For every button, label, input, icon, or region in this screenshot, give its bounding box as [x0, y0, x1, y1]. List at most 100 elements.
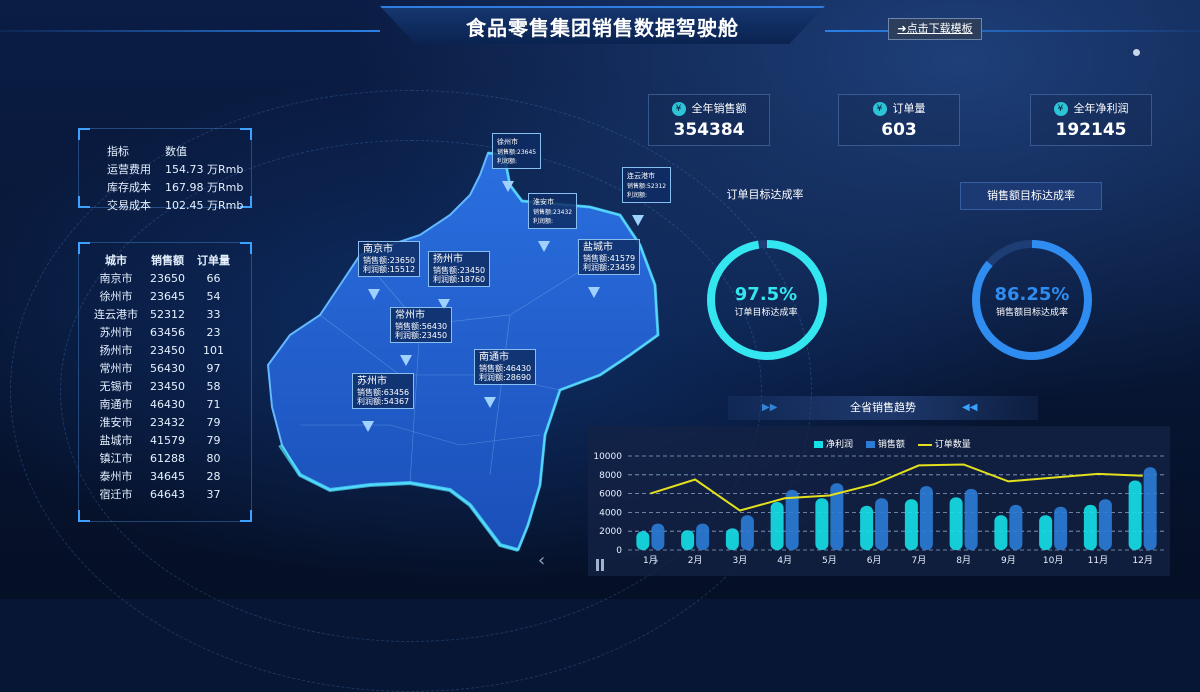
map-label: 连云港市 销售额:52312 利润额:: [622, 167, 672, 203]
orders-cell: 71: [206, 397, 221, 411]
city-cell: 镇江市: [99, 452, 133, 465]
pause-button[interactable]: [596, 556, 606, 571]
money-bag-icon: ¥: [1053, 102, 1068, 116]
city-cell: 扬州市: [99, 344, 133, 357]
table-row: 常州市 56430 97: [88, 359, 236, 377]
y-tick-label: 0: [616, 546, 622, 556]
bar-net-profit: [860, 505, 874, 550]
table-row: 扬州市 23450 101: [88, 341, 236, 359]
legend-swatch-sales: [865, 441, 875, 448]
bar-net-profit: [949, 497, 963, 550]
sales-cell: 64643: [150, 487, 185, 501]
sales-cell: 23650: [150, 271, 185, 285]
city-cell: 无锡市: [99, 380, 133, 393]
header: 食品零售集团销售数据驾驶舱 ➜点击下载模板: [0, 0, 1200, 56]
order-count-value: 603: [881, 120, 917, 140]
orders-cell: 79: [206, 415, 221, 429]
sales-column-header: 销售额: [151, 254, 184, 267]
city-cell: 徐州市: [99, 290, 133, 303]
table-row: 连云港市 52312 33: [88, 305, 236, 323]
city-cell: 泰州市: [99, 470, 133, 483]
location-icon: [1133, 49, 1140, 56]
sales-cell: 23450: [150, 379, 185, 393]
map-label: 苏州市 销售额:63456 利润额:54367: [352, 373, 415, 409]
sales-cell: 61288: [150, 451, 185, 465]
bar-net-profit: [1039, 515, 1053, 550]
map-pin-icon: [538, 241, 550, 252]
x-tick-label: 9月: [1001, 555, 1016, 566]
bar-net-profit: [681, 530, 695, 550]
bar-net-profit: [770, 502, 784, 550]
table-row: 苏州市 63456 23: [88, 323, 236, 341]
annual-sales-value: 354384: [673, 120, 745, 140]
sales-gauge-caption: 销售额目标达成率: [995, 308, 1068, 318]
city-cell: 常州市: [99, 362, 133, 375]
city-cell: 南通市: [99, 398, 133, 411]
orders-cell: 66: [206, 271, 221, 285]
orders-cell: 80: [206, 451, 221, 465]
value-header: 数值: [165, 145, 187, 158]
sales-gauge-percent: 86.25%: [994, 284, 1070, 305]
map-label: 常州市 销售额:56430 利润额:23450: [390, 307, 453, 343]
table-row: 南通市 46430 71: [88, 395, 236, 413]
city-cell: 盐城市: [99, 434, 133, 447]
legend-orders: 订单数量: [934, 440, 971, 450]
bar-sales: [875, 498, 889, 550]
x-tick-label: 1月: [643, 555, 658, 566]
sales-cell: 34645: [150, 469, 185, 483]
orders-cell: 58: [206, 379, 221, 393]
trend-chart: 0 2000 4000 6000 8000 10000 1月 2月 3月 4月 5月 6月 7月 8月 9月…: [593, 452, 1165, 566]
x-tick-label: 7月: [912, 555, 927, 566]
annual-profit-value: 192145: [1055, 120, 1127, 140]
table-row: 宿迁市 64643 37: [88, 485, 236, 503]
trend-title: 全省销售趋势: [728, 396, 1038, 420]
chevron-left-icon[interactable]: ‹: [538, 550, 546, 571]
order-gauge-percent: 97.5%: [734, 284, 798, 305]
table-row: 南京市 23650 66: [88, 269, 236, 287]
map-pin-icon: [632, 215, 644, 226]
table-row: 交易成本 102.45 万Rmb: [107, 199, 244, 212]
sales-cell: 41579: [150, 433, 185, 447]
table-row: 镇江市 61288 80: [88, 449, 236, 467]
city-sales-table: 城市 销售额 订单量 南京市 23650 66 徐州市 23645 54 连云港市 52312…: [88, 251, 236, 503]
map-pin-icon: [438, 299, 450, 310]
jiangsu-map[interactable]: 徐州市 销售额:23645 利润额: 连云港市 销售额:52312 利润额: 淮安市 销售额:…: [260, 133, 672, 565]
sales-cell: 56430: [150, 361, 185, 375]
bar-sales: [1009, 504, 1023, 550]
map-pin-icon: [484, 397, 496, 408]
x-tick-label: 6月: [867, 555, 882, 566]
indicators-table: 指标 数值 运营费用 154.73 万Rmb 库存成本 167.98 万Rmb 交易成…: [100, 142, 250, 214]
bar-net-profit: [1083, 504, 1097, 550]
y-tick-label: 2000: [599, 527, 622, 537]
x-tick-label: 3月: [733, 555, 748, 566]
bar-sales: [785, 489, 799, 550]
map-pin-icon: [588, 287, 600, 298]
y-tick-label: 8000: [599, 471, 622, 481]
map-label: 扬州市 销售额:23450 利润额:18760: [428, 251, 491, 287]
sales-gauge-label: 86.25% 销售额目标达成率: [980, 284, 1084, 318]
table-row: 泰州市 34645 28: [88, 467, 236, 485]
bar-net-profit: [636, 531, 650, 550]
y-tick-label: 10000: [593, 452, 622, 462]
kpi-order-count: ¥ 订单量 603: [838, 94, 960, 146]
table-row: 运营费用 154.73 万Rmb: [107, 163, 244, 176]
download-template-button[interactable]: ➜点击下载模板: [888, 18, 982, 40]
x-tick-label: 4月: [777, 555, 792, 566]
indicator-header: 指标: [107, 145, 129, 158]
orders-column-header: 订单量: [197, 254, 230, 267]
legend-swatch-orders: [917, 443, 932, 446]
map-label: 南京市 销售额:23650 利润额:15512: [358, 241, 421, 277]
bar-net-profit: [994, 515, 1008, 550]
double-arrow-left-icon: ◀◀: [962, 402, 978, 413]
legend-net-profit: 净利润: [826, 440, 854, 450]
bar-net-profit: [904, 499, 918, 550]
map-pin-icon: [368, 289, 380, 300]
chevron-right-icon[interactable]: ›: [652, 550, 660, 571]
orders-cell: 33: [206, 307, 221, 321]
city-cell: 连云港市: [94, 308, 138, 321]
bar-sales: [964, 488, 978, 550]
orders-cell: 37: [206, 487, 221, 501]
bar-net-profit: [1128, 480, 1142, 550]
table-row: 徐州市 23645 54: [88, 287, 236, 305]
city-table-panel: [78, 242, 252, 522]
